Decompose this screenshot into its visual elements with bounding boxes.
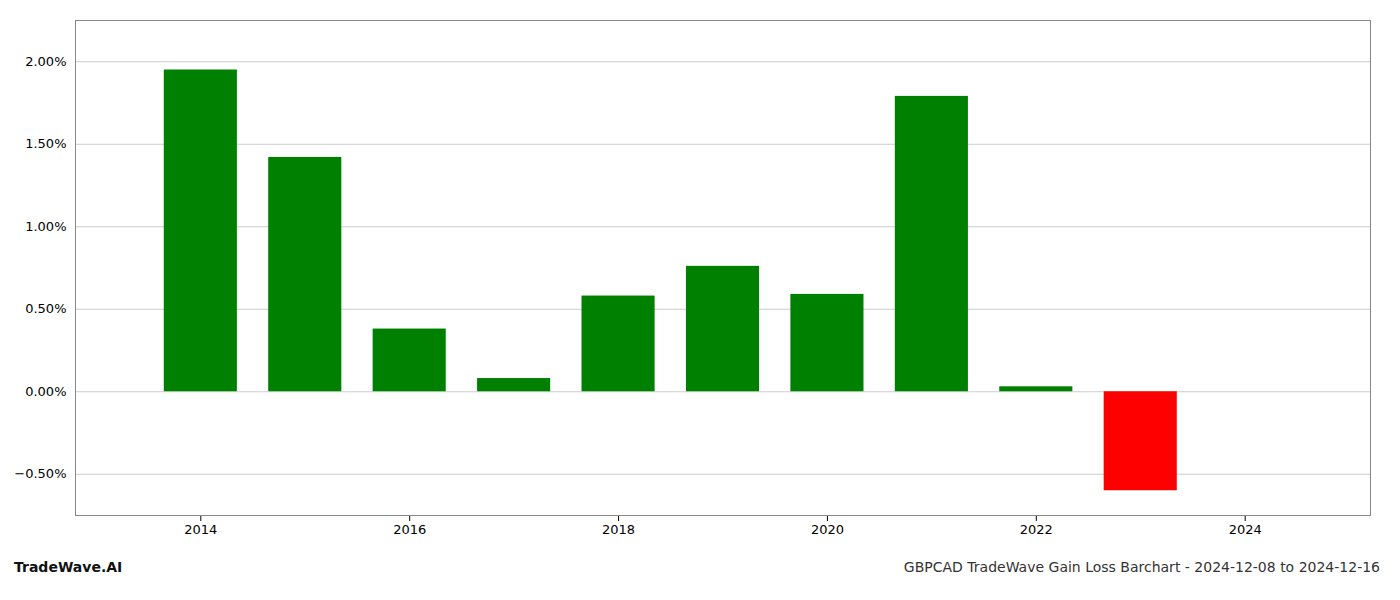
html-text:GBPCAD TradeWave Gain Loss Bar: GBPCAD TradeWave Gain Loss Barchart - 20… xyxy=(903,559,1380,575)
svg-text:2020: 2020 xyxy=(811,522,844,537)
svg-text:−0.50%: −0.50% xyxy=(14,466,66,481)
svg-text:2022: 2022 xyxy=(1020,522,1053,537)
svg-text:2014: 2014 xyxy=(184,522,217,537)
html-text:TradeWave.AI: TradeWave.AI xyxy=(14,559,123,575)
svg-text:2024: 2024 xyxy=(1229,522,1262,537)
svg-text:2016: 2016 xyxy=(393,522,426,537)
svg-text:0.00%: 0.00% xyxy=(25,384,66,399)
svg-text:2018: 2018 xyxy=(602,522,635,537)
svg-text:0.50%: 0.50% xyxy=(25,301,66,316)
svg-text:1.50%: 1.50% xyxy=(25,136,66,151)
svg-text:2.00%: 2.00% xyxy=(25,54,66,69)
svg-text:1.00%: 1.00% xyxy=(25,219,66,234)
